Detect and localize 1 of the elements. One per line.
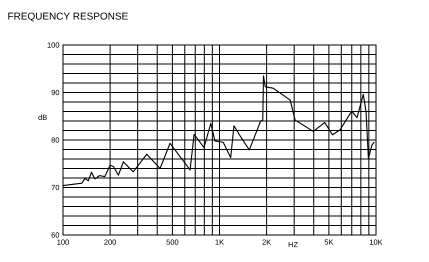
chart-title: FREQUENCY RESPONSE [8,12,128,22]
